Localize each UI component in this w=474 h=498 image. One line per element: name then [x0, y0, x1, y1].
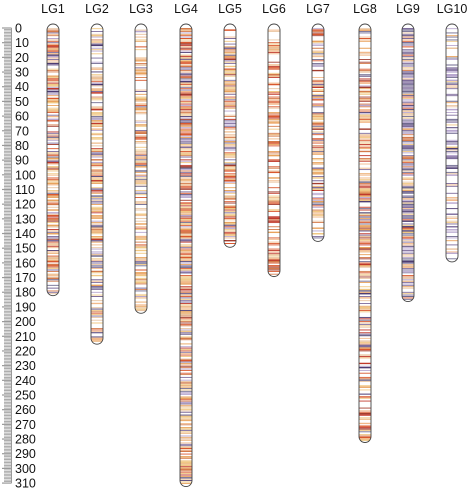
- linkage-group-label: LG6: [262, 2, 286, 16]
- chromosome-outline: [134, 23, 148, 314]
- marker-bands: [446, 28, 458, 260]
- linkage-group-lg3: LG3: [129, 2, 153, 314]
- ruler-tick-label: 160: [15, 256, 36, 270]
- linkage-group-lg4: LG4: [174, 2, 198, 487]
- chromosome-outline: [401, 23, 415, 303]
- marker-bands: [359, 28, 371, 441]
- ruler-tick-label: 270: [15, 418, 36, 432]
- ruler-tick-label: 90: [15, 154, 29, 168]
- marker-bands: [47, 28, 59, 295]
- chromosome-outline: [267, 23, 281, 278]
- marker-bands: [180, 28, 192, 484]
- chromosome-outline: [445, 23, 459, 263]
- chromosome-outline: [358, 23, 372, 443]
- ruler-tick-label: 130: [15, 212, 36, 226]
- ruler-tick-label: 100: [15, 168, 36, 182]
- ruler-tick-label: 140: [15, 227, 36, 241]
- ruler-tick-label: 220: [15, 344, 36, 358]
- marker-bands: [135, 29, 147, 312]
- linkage-group-label: LG1: [41, 2, 65, 16]
- ruler-tick-label: 40: [15, 80, 29, 94]
- marker-bands: [268, 29, 280, 275]
- marker-bands: [402, 28, 414, 300]
- linkage-group-label: LG10: [437, 2, 468, 16]
- ruler-tick-label: 190: [15, 300, 36, 314]
- ruler-tick-label: 20: [15, 51, 29, 65]
- ruler-tick-label: 300: [15, 462, 36, 476]
- linkage-group-lg5: LG5: [218, 2, 242, 248]
- ruler-tick-label: 50: [15, 95, 29, 109]
- linkage-group-lg10: LG10: [437, 2, 468, 263]
- ruler-tick-label: 70: [15, 124, 29, 138]
- ruler-tick-label: 280: [15, 433, 36, 447]
- linkage-group-lg8: LG8: [353, 2, 377, 443]
- linkage-group-label: LG7: [306, 2, 330, 16]
- linkage-group-label: LG8: [353, 2, 377, 16]
- linkage-group-label: LG3: [129, 2, 153, 16]
- marker-bands: [224, 29, 236, 244]
- ruler-tick-label: 290: [15, 447, 36, 461]
- chromosome-outline: [179, 23, 193, 487]
- linkage-group-lg7: LG7: [306, 2, 330, 242]
- chromosome-outline: [311, 23, 325, 242]
- linkage-group-label: LG9: [396, 2, 420, 16]
- ruler-tick-label: 30: [15, 66, 29, 80]
- marker-bands: [91, 28, 103, 342]
- linkage-group-label: LG4: [174, 2, 198, 16]
- ruler-tick-label: 200: [15, 315, 36, 329]
- ruler-tick-label: 60: [15, 110, 29, 124]
- ruler-tick-label: 230: [15, 359, 36, 373]
- linkage-group-label: LG2: [85, 2, 109, 16]
- linkage-group-lg6: LG6: [262, 2, 286, 278]
- ruler-tick-label: 250: [15, 389, 36, 403]
- ruler-tick-label: 170: [15, 271, 36, 285]
- ruler-tick-label: 110: [15, 183, 35, 197]
- linkage-groups: LG1 LG2 LG3 LG4 LG5 LG6 LG7 LG8 LG9 LG10: [41, 2, 467, 487]
- scale-ruler: 0102030405060708090100110120130140150160…: [2, 22, 36, 491]
- ruler-tick-label: 150: [15, 242, 36, 256]
- ruler-tick-label: 80: [15, 139, 29, 153]
- linkage-group-lg1: LG1: [41, 2, 65, 297]
- chromosome-outline: [223, 23, 237, 248]
- linkage-group-label: LG5: [218, 2, 242, 16]
- linkage-group-lg2: LG2: [85, 2, 109, 345]
- linkage-group-lg9: LG9: [396, 2, 420, 303]
- ruler-tick-label: 210: [15, 330, 36, 344]
- ruler-tick-label: 120: [15, 198, 36, 212]
- chromosome-outline: [90, 23, 104, 345]
- chromosome-outline: [46, 23, 60, 297]
- ruler-tick-label: 0: [15, 22, 22, 36]
- ruler-tick-label: 180: [15, 286, 36, 300]
- ruler-tick-label: 310: [15, 477, 36, 491]
- marker-bands: [312, 28, 324, 239]
- ruler-tick-label: 240: [15, 374, 36, 388]
- ruler-tick-label: 10: [15, 36, 29, 50]
- ruler-tick-label: 260: [15, 403, 36, 417]
